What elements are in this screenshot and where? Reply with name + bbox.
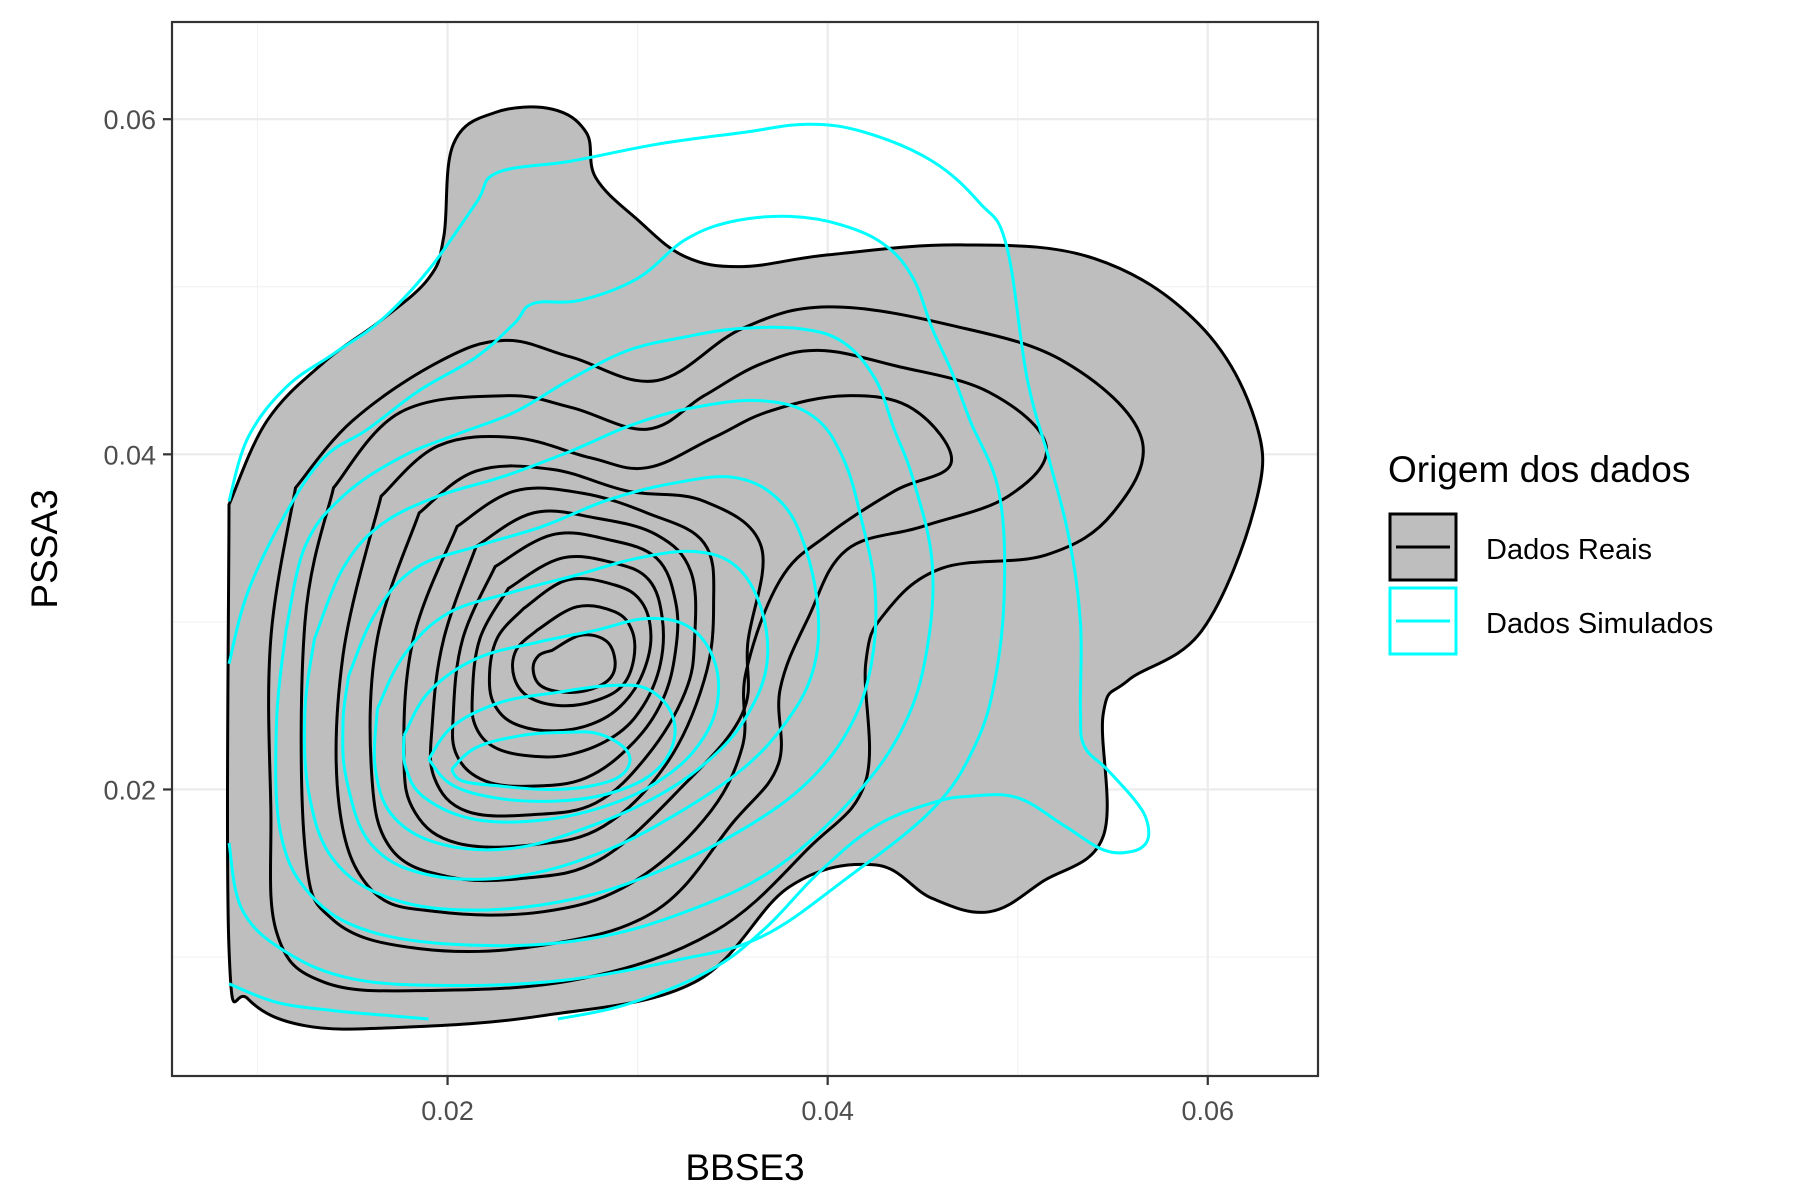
legend-swatch-dados-simulados — [1388, 586, 1458, 656]
legend-title: Origem dos dados — [1388, 449, 1690, 490]
y-axis: 0.02 0.04 0.06 — [103, 105, 172, 805]
simulated-contour-1 — [228, 982, 429, 1021]
simulated-contour-9 — [450, 730, 632, 792]
simulated-contour-3 — [274, 325, 935, 948]
legend-key-dados-reais — [1388, 512, 1458, 582]
y-tick-label-2: 0.06 — [103, 105, 156, 135]
plot-panel-border — [170, 20, 1320, 1078]
simulated-contour-6 — [372, 549, 770, 852]
x-axis-title: BBSE3 — [685, 1147, 804, 1188]
real-contour-5 — [428, 509, 698, 818]
y-tick-label-1: 0.04 — [103, 440, 156, 470]
legend-label-dados-simulados: Dados Simulados — [1486, 608, 1713, 640]
y-tick-label-0: 0.02 — [103, 775, 156, 805]
simulated-contour-4 — [302, 398, 878, 912]
y-axis-title: PSSA3 — [24, 489, 65, 608]
simulated-contour-0 — [227, 122, 1151, 1021]
series-dados-simulados-contours — [227, 122, 1151, 1021]
real-contour-0 — [267, 305, 1145, 993]
x-tick-label-0: 0.02 — [421, 1096, 474, 1126]
real-contour-8 — [487, 576, 653, 733]
x-axis: 0.02 0.04 0.06 — [421, 1076, 1234, 1126]
simulated-contour-2 — [227, 214, 1007, 988]
real-contour-9 — [511, 604, 637, 708]
real-contour-1 — [299, 348, 1049, 953]
legend-label-dados-reais: Dados Reais — [1486, 534, 1652, 566]
x-tick-label-2: 0.06 — [1181, 1096, 1234, 1126]
legend-key-dados-simulados — [1388, 586, 1458, 656]
simulated-contour-5 — [341, 475, 821, 881]
x-tick-label-1: 0.04 — [801, 1096, 854, 1126]
real-contour-10 — [531, 633, 617, 694]
real-contour-7 — [470, 555, 666, 759]
simulated-contour-7 — [402, 616, 721, 824]
simulated-contour-8 — [427, 683, 677, 803]
legend: Origem dos dados Dados Reais Dados Simul… — [1388, 449, 1713, 656]
real-contour-3 — [368, 464, 765, 883]
real-contour-6 — [450, 531, 680, 788]
